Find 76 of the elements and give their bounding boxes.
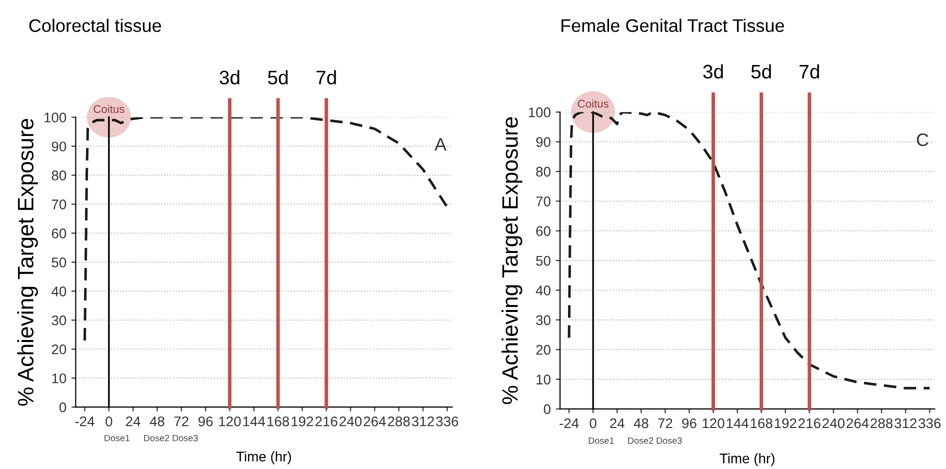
ref-line-label: 3d [703,64,723,79]
ref-line-label: 7d [800,64,820,79]
y-tick-label: 100 [44,112,66,122]
x-tick-label: 336 [918,418,941,428]
x-tick-label: 312 [894,418,916,428]
chart-title: Female Genital Tract Tissue [562,18,784,32]
text: Dose2 Dose3 [628,437,682,444]
line-series [568,112,931,390]
y-tick-label: 90 [52,142,66,152]
y-tick-label: 40 [536,286,550,296]
x-tick-label: 24 [126,416,140,426]
x-axis-title: Time (hr) [236,451,291,464]
ref-line-label: 3d [220,70,240,84]
x-tick-label: 120 [702,418,724,428]
y-tick-label: 90 [536,137,550,147]
x-tick-label: 216 [798,418,820,428]
x-tick-label: 72 [658,418,672,428]
x-tick-label: 0 [106,416,112,426]
x-tick-label: -24 [75,416,94,426]
chart-title: Colorectal tissue [29,18,162,32]
annotation: Coitus [94,104,124,113]
x-tick-label: 192 [774,418,796,428]
x-axis-title: Time (hr) [720,453,774,466]
x-tick-label: 288 [870,418,893,428]
text: Dose1 [588,438,614,444]
x-tick-label: 144 [243,416,266,426]
annotation: Coitus [578,99,608,108]
y-tick-label: 30 [536,315,550,326]
x-tick-label: 168 [268,416,290,426]
y-tick-label: 40 [52,286,66,296]
x-tick-label: 216 [315,416,338,426]
text: Dose2 Dose3 [144,434,198,442]
line-series [83,117,448,342]
y-tick-label: 70 [536,196,550,206]
x-tick-label: 240 [340,416,362,426]
x-tick-label: 48 [150,416,164,426]
y-tick-label: 20 [52,344,66,354]
annotation: A [434,138,447,151]
ref-line-label: 7d [316,70,336,84]
x-tick-label: 48 [634,418,648,428]
x-tick-label: 192 [292,416,314,426]
x-tick-label: 96 [198,416,213,426]
x-tick-label: 264 [364,416,386,426]
y-tick-label: 50 [536,256,550,266]
annotation: C [916,133,928,146]
x-tick-label: 240 [822,418,845,428]
y-tick-label: 60 [536,226,550,236]
x-tick-label: 264 [846,418,869,428]
y-tick-label: 80 [536,166,550,177]
x-tick-label: 144 [726,418,749,428]
y-tick-label: 0 [59,402,66,412]
y-tick-label: 100 [528,107,550,118]
ref-line-label: 5d [751,64,771,79]
y-tick-label: 60 [52,228,66,238]
x-tick-label: 120 [219,416,241,426]
y-tick-label: 50 [52,258,66,268]
x-tick-label: 72 [174,416,188,426]
y-tick-label: 10 [52,373,66,384]
x-tick-label: 168 [750,418,772,428]
x-tick-label: 96 [682,418,696,428]
ref-line-label: 5d [268,70,288,84]
y-axis-title: % Achieving Target Exposure [502,117,522,404]
y-tick-label: 30 [52,315,66,326]
y-tick-label: 20 [536,344,550,355]
y-tick-label: 0 [544,404,550,414]
y-tick-label: 70 [52,200,66,210]
y-axis-title: % Achieving Target Exposure [17,118,38,406]
y-tick-label: 80 [52,170,66,180]
x-tick-label: -24 [560,418,579,428]
x-tick-label: 288 [388,416,410,426]
text: Dose1 [104,434,130,442]
x-tick-label: 24 [610,418,624,428]
x-tick-label: 312 [412,416,434,426]
x-tick-label: 336 [436,416,458,426]
y-tick-label: 10 [536,374,550,384]
x-tick-label: 0 [590,418,596,428]
